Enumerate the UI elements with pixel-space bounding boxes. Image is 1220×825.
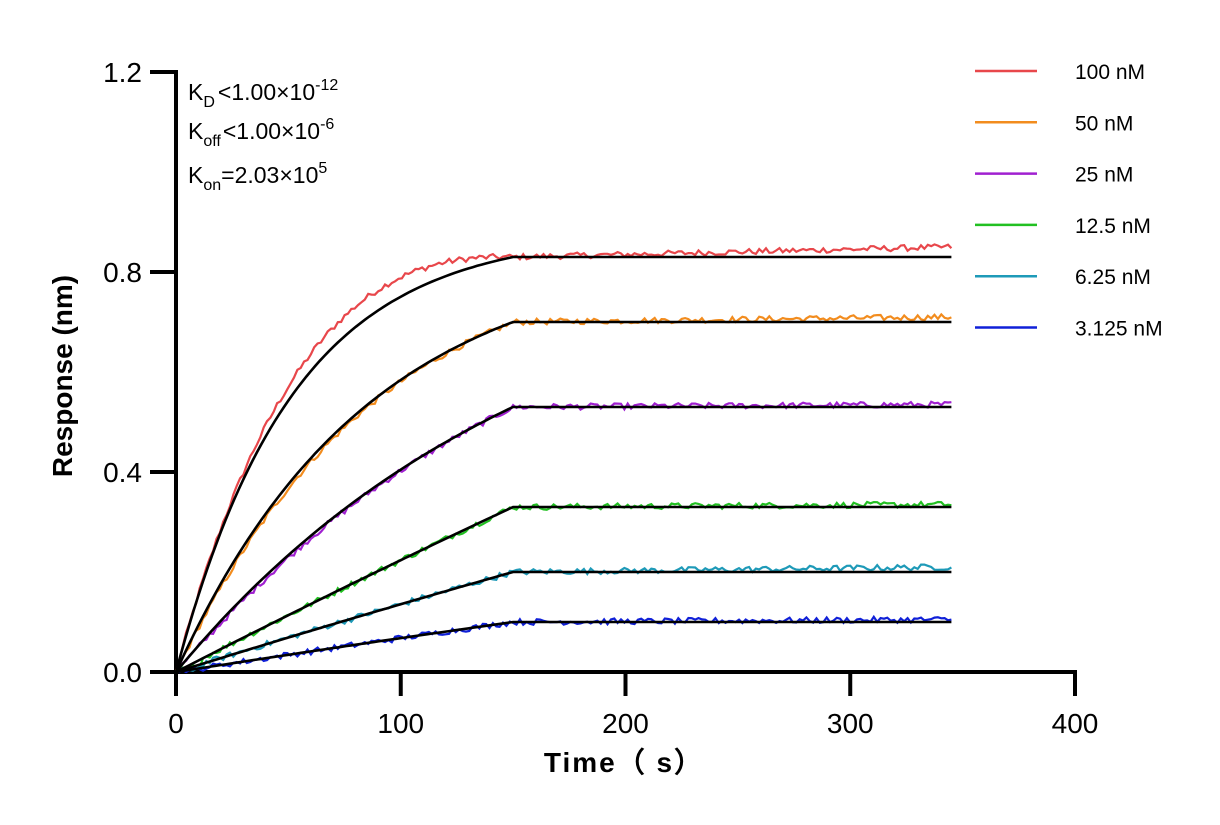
fit-curve-6-25-nm — [175, 570, 952, 674]
legend-label: 6.25 nM — [1075, 266, 1151, 289]
y-tick-label: 1.2 — [103, 57, 142, 88]
kinetics-annotation: KD <1.00×10-12 Koff<1.00×10-6 Kon=2.03×10… — [188, 77, 338, 194]
legend-label: 25 nM — [1075, 164, 1133, 187]
fit-curve-50-nm — [174, 320, 952, 673]
measured-trace-50-nm — [175, 312, 952, 671]
kd-annotation: KD <1.00×10-12 — [188, 77, 338, 111]
measured-trace-100-nm — [174, 243, 953, 672]
fit-curve-100-nm — [174, 255, 952, 673]
legend: 100 nM 50 nM 25 nM 12.5 nM 6.25 nM 3.125 nM — [975, 61, 1163, 341]
koff-annotation: Koff<1.00×10-6 — [188, 116, 334, 150]
fit-curve-25-nm — [175, 405, 952, 673]
measured-trace-25-nm — [175, 400, 952, 673]
legend-label: 50 nM — [1075, 112, 1133, 135]
y-tick-label: 0.4 — [103, 457, 142, 488]
y-tick-label: 0.0 — [103, 657, 142, 688]
fit-layer — [174, 255, 952, 674]
legend-label: 12.5 nM — [1075, 215, 1151, 238]
legend-label: 100 nM — [1075, 61, 1145, 84]
measured-trace-3-125-nm — [175, 614, 952, 674]
x-tick-label: 200 — [602, 708, 649, 739]
fit-curve-3-125-nm — [175, 620, 952, 674]
y-tick-label: 0.8 — [103, 257, 142, 288]
kon-annotation: Kon=2.03×105 — [188, 160, 327, 194]
fit-curve-12-5-nm — [175, 505, 952, 674]
series-layer — [174, 243, 953, 674]
x-tick-label: 0 — [168, 708, 184, 739]
x-tick-label: 100 — [377, 708, 424, 739]
y-axis-ticks: 0.0 0.4 0.8 1.2 — [103, 57, 176, 688]
x-axis-title: Time（ s） — [544, 746, 704, 778]
measured-trace-12-5-nm — [175, 500, 952, 672]
y-axis-title: Response (nm) — [47, 275, 78, 477]
x-axis-ticks: 0 100 200 300 400 — [168, 672, 1098, 739]
x-tick-label: 400 — [1052, 708, 1099, 739]
x-tick-label: 300 — [827, 708, 874, 739]
legend-label: 3.125 nM — [1075, 318, 1163, 341]
